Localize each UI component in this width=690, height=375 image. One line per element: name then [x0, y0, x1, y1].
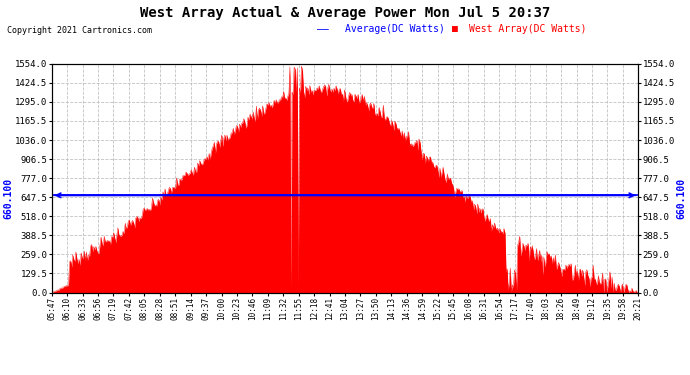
Text: 660.100: 660.100: [677, 178, 687, 219]
Text: ——: ——: [317, 24, 329, 34]
Text: Average(DC Watts): Average(DC Watts): [345, 24, 445, 34]
Text: ■: ■: [452, 24, 458, 34]
Text: West Array Actual & Average Power Mon Jul 5 20:37: West Array Actual & Average Power Mon Ju…: [140, 6, 550, 20]
Text: Copyright 2021 Cartronics.com: Copyright 2021 Cartronics.com: [7, 26, 152, 35]
Text: 660.100: 660.100: [3, 178, 13, 219]
Text: West Array(DC Watts): West Array(DC Watts): [469, 24, 586, 34]
